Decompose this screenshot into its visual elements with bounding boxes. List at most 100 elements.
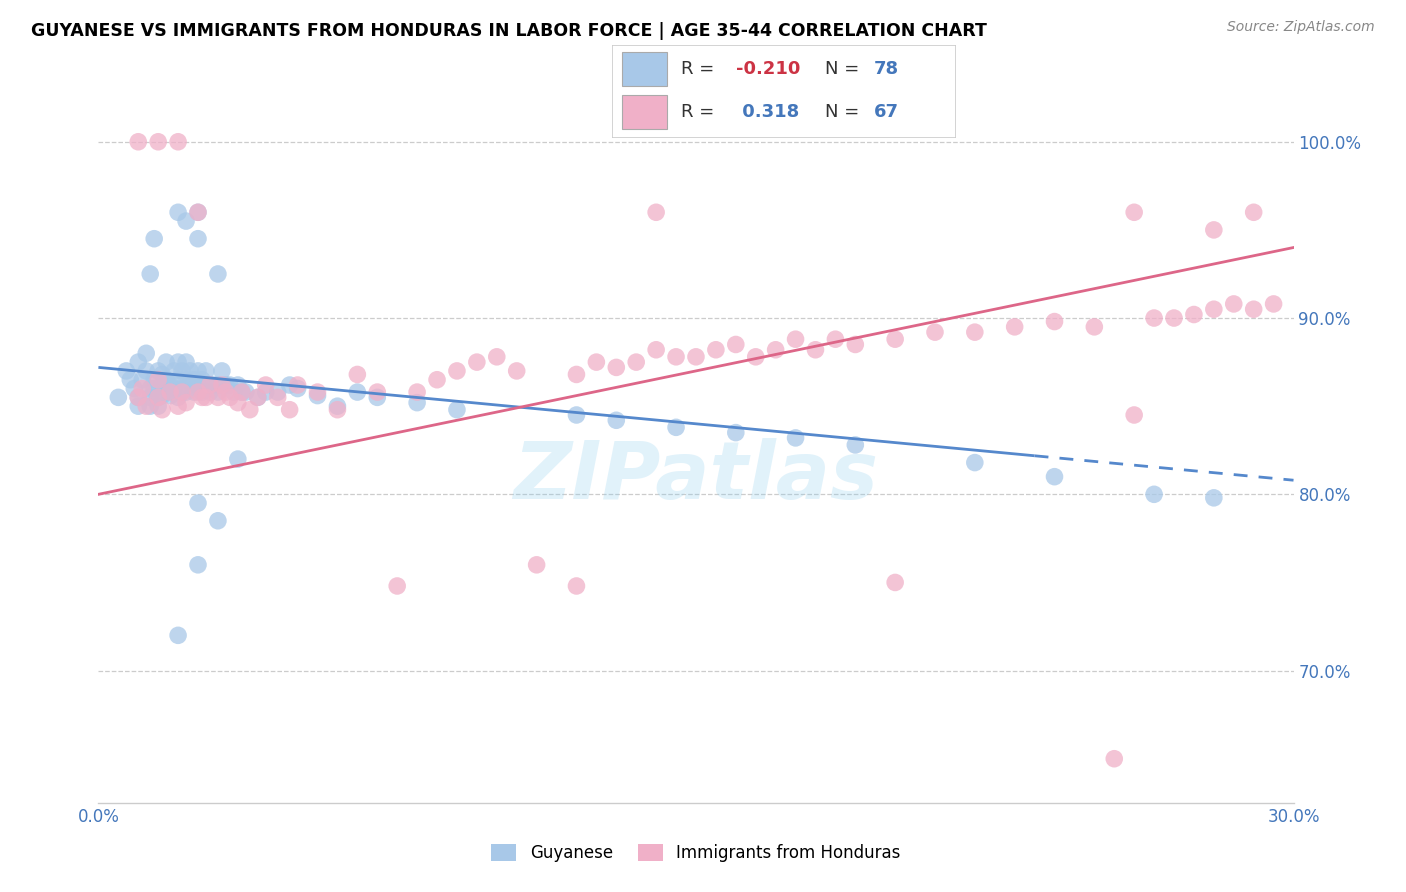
Point [307, 389, 329, 403]
Point [1043, 469, 1066, 483]
Text: N =: N = [825, 60, 865, 78]
Point [187, 232, 209, 246]
Point [174, 373, 197, 387]
Point [167, 135, 190, 149]
Text: 78: 78 [873, 60, 898, 78]
Point [215, 385, 238, 400]
Point [226, 395, 249, 409]
Point [191, 373, 214, 387]
Point [148, 399, 170, 413]
Point [143, 382, 166, 396]
Point [1143, 311, 1166, 326]
Point [127, 399, 149, 413]
Point [231, 385, 253, 400]
Point [207, 390, 229, 404]
Point [148, 135, 170, 149]
Point [187, 385, 209, 400]
Point [1083, 319, 1105, 334]
Point [211, 378, 233, 392]
Point [150, 378, 173, 392]
Point [1202, 223, 1225, 237]
Point [665, 420, 688, 434]
Point [366, 385, 388, 400]
Point [155, 385, 177, 400]
Point [685, 350, 707, 364]
Point [148, 390, 170, 404]
Point [565, 579, 588, 593]
Point [195, 378, 218, 392]
Point [167, 355, 190, 369]
Point [167, 628, 190, 642]
Text: N =: N = [825, 103, 865, 121]
Point [174, 395, 197, 409]
Point [645, 343, 668, 357]
Point [1202, 491, 1225, 505]
Point [155, 373, 177, 387]
Point [626, 355, 648, 369]
Point [150, 402, 173, 417]
Point [465, 355, 488, 369]
Point [724, 425, 747, 440]
Point [195, 364, 218, 378]
Point [148, 364, 170, 378]
Point [267, 385, 290, 400]
Point [246, 390, 269, 404]
Point [207, 514, 229, 528]
Point [585, 355, 607, 369]
Point [150, 368, 173, 382]
Point [219, 378, 242, 392]
Text: 0.318: 0.318 [735, 103, 799, 121]
Point [222, 385, 245, 400]
Point [1004, 319, 1026, 334]
Point [135, 399, 157, 413]
Point [235, 385, 257, 400]
Point [150, 389, 173, 403]
Point [183, 385, 205, 400]
Point [167, 205, 190, 219]
Point [406, 395, 429, 409]
Point [565, 368, 588, 382]
Point [804, 343, 827, 357]
Point [278, 378, 301, 392]
Point [219, 390, 242, 404]
Point [163, 364, 186, 378]
Point [239, 402, 262, 417]
Point [665, 350, 688, 364]
Point [704, 343, 727, 357]
Point [963, 325, 986, 339]
Point [187, 558, 209, 572]
Point [1143, 487, 1166, 501]
Point [131, 373, 153, 387]
Point [385, 579, 409, 593]
Point [765, 343, 787, 357]
Point [485, 350, 508, 364]
Point [135, 346, 157, 360]
Point [187, 378, 209, 392]
Point [963, 456, 986, 470]
Point [226, 452, 249, 467]
Point [446, 402, 468, 417]
Text: R =: R = [681, 60, 720, 78]
Point [172, 382, 194, 396]
Point [307, 385, 329, 400]
FancyBboxPatch shape [612, 45, 956, 138]
Point [187, 205, 209, 219]
Point [187, 205, 209, 219]
Point [231, 385, 253, 400]
Point [127, 135, 149, 149]
FancyBboxPatch shape [621, 95, 666, 129]
Point [198, 378, 221, 392]
Point [159, 385, 181, 400]
Point [163, 382, 186, 396]
Point [198, 385, 221, 400]
Point [1104, 752, 1126, 766]
Point [174, 385, 197, 400]
Point [187, 496, 209, 510]
Point [346, 385, 368, 400]
Point [148, 390, 170, 404]
Point [254, 378, 277, 392]
Point [139, 399, 162, 413]
Point [211, 364, 233, 378]
Point [131, 382, 153, 396]
Point [139, 382, 162, 396]
